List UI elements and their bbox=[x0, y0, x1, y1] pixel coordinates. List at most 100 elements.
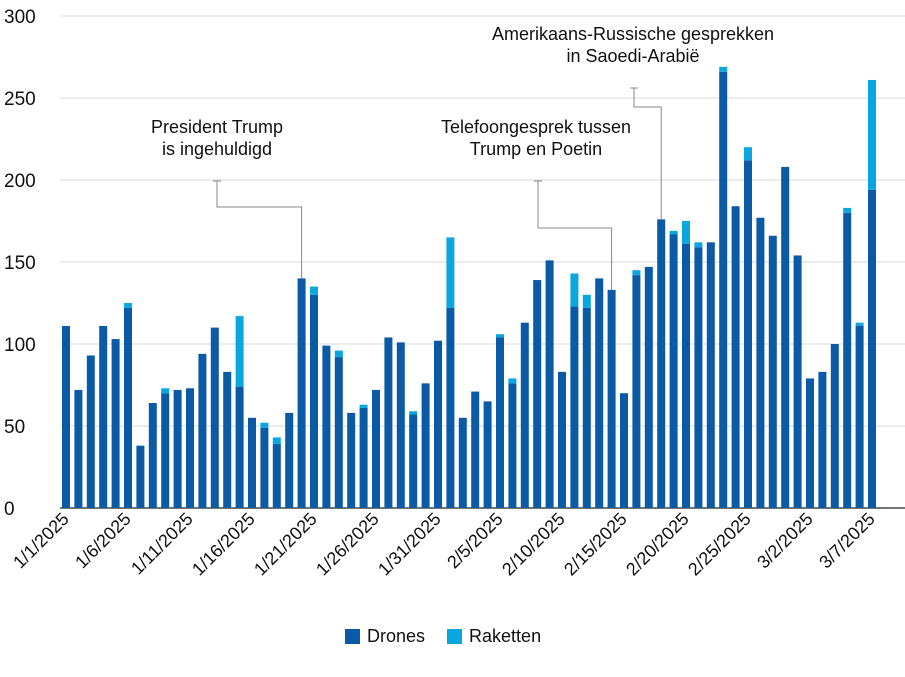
bar-drones bbox=[706, 242, 715, 508]
bar-raketten bbox=[843, 207, 852, 213]
bar-drones bbox=[669, 234, 678, 508]
x-tick-label: 2/5/2025 bbox=[443, 509, 507, 573]
bar-raketten bbox=[719, 66, 728, 72]
y-axis-ticks: 0 50 100 150 200 250 300 bbox=[4, 7, 36, 520]
bar-raketten bbox=[508, 378, 517, 384]
y-tick-label: 100 bbox=[4, 335, 36, 356]
bar-drones bbox=[198, 353, 207, 508]
bar-raketten bbox=[694, 242, 703, 248]
bar-drones bbox=[694, 247, 703, 509]
bar-raketten bbox=[334, 350, 343, 358]
bar-drones bbox=[322, 345, 331, 508]
bar-drones bbox=[260, 427, 269, 508]
bar-drones bbox=[595, 278, 604, 508]
bar-drones bbox=[558, 371, 566, 508]
x-tick-label: 2/10/2025 bbox=[498, 509, 569, 580]
bar-drones bbox=[632, 275, 641, 508]
bar-drones bbox=[781, 166, 790, 508]
bar-drones bbox=[359, 407, 368, 508]
bar-drones bbox=[99, 325, 108, 508]
bar-drones bbox=[124, 307, 132, 508]
bar-drones bbox=[508, 383, 517, 508]
bar-drones bbox=[620, 393, 628, 508]
bar-raketten bbox=[496, 334, 504, 338]
y-tick-label: 200 bbox=[4, 171, 36, 192]
annotation-text: Telefoongesprek tussen bbox=[441, 117, 631, 137]
bar-drones bbox=[396, 342, 405, 508]
bar-drones bbox=[223, 371, 232, 508]
bar-drones bbox=[62, 325, 70, 508]
bar-drones bbox=[545, 260, 554, 508]
x-tick-label: 1/1/2025 bbox=[9, 509, 73, 573]
bar-drones bbox=[347, 412, 356, 508]
bar-drones bbox=[235, 386, 244, 508]
legend-item-raketten: Raketten bbox=[447, 626, 541, 647]
bar-drones bbox=[148, 403, 157, 508]
bar-raketten bbox=[669, 230, 678, 235]
bar-drones bbox=[173, 389, 182, 508]
bar-drones bbox=[186, 388, 194, 508]
bars bbox=[62, 66, 876, 509]
bar-drones bbox=[409, 414, 418, 508]
legend-item-drones: Drones bbox=[345, 626, 425, 647]
annotation-text: Trump en Poetin bbox=[470, 139, 602, 159]
bar-raketten bbox=[868, 79, 876, 190]
bar-drones bbox=[496, 337, 504, 508]
bar-drones bbox=[161, 393, 170, 508]
annotation-text: is ingehuldigd bbox=[162, 139, 272, 159]
y-tick-label: 150 bbox=[4, 253, 36, 274]
x-tick-label: 1/31/2025 bbox=[374, 509, 445, 580]
bar-drones bbox=[297, 278, 306, 508]
legend-label-drones: Drones bbox=[367, 626, 426, 646]
bar-drones bbox=[582, 307, 591, 508]
legend-swatch-raketten bbox=[447, 629, 463, 644]
x-tick-label: 1/16/2025 bbox=[188, 509, 259, 580]
bar-drones bbox=[830, 344, 839, 508]
bar-drones bbox=[86, 355, 95, 508]
legend-label-raketten: Raketten bbox=[469, 626, 542, 646]
bar-drones bbox=[334, 357, 343, 508]
annotation-leader bbox=[216, 181, 303, 279]
bar-raketten bbox=[744, 147, 752, 161]
bar-drones bbox=[111, 339, 120, 508]
annotation-leader bbox=[633, 88, 662, 220]
bar-drones bbox=[384, 337, 393, 508]
bar-drones bbox=[248, 417, 256, 508]
bar-drones bbox=[483, 401, 492, 508]
bar-drones bbox=[421, 383, 430, 508]
x-tick-label: 2/25/2025 bbox=[684, 509, 755, 580]
legend-swatch-drones bbox=[345, 629, 360, 644]
bar-drones bbox=[285, 412, 294, 508]
x-tick-label: 1/11/2025 bbox=[127, 509, 197, 579]
x-tick-label: 1/6/2025 bbox=[71, 509, 135, 573]
x-tick-label: 1/26/2025 bbox=[312, 509, 383, 580]
bar-drones bbox=[744, 160, 752, 508]
bar-raketten bbox=[855, 322, 864, 326]
bar-drones bbox=[818, 371, 827, 508]
bar-drones bbox=[868, 189, 876, 508]
x-tick-label: 2/15/2025 bbox=[560, 509, 631, 580]
bar-drones bbox=[644, 266, 653, 508]
bar-drones bbox=[607, 289, 616, 508]
bar-raketten bbox=[632, 270, 641, 276]
bar-raketten bbox=[409, 411, 418, 415]
bar-drones bbox=[843, 212, 852, 509]
bar-drones bbox=[570, 306, 579, 508]
y-tick-label: 300 bbox=[4, 7, 36, 28]
bar-raketten bbox=[682, 221, 690, 244]
bar-drones bbox=[731, 206, 740, 509]
bar-raketten bbox=[161, 388, 170, 394]
annotation-text: Amerikaans-Russische gesprekken bbox=[492, 24, 774, 44]
bar-drones bbox=[471, 391, 480, 508]
bar-raketten bbox=[359, 404, 368, 408]
bar-drones bbox=[434, 340, 442, 508]
bar-raketten bbox=[124, 303, 132, 308]
chart: 0 50 100 150 200 250 300 1/1/20251/6/20251/11/… bbox=[4, 7, 905, 580]
bar-drones bbox=[793, 255, 802, 508]
bar-drones bbox=[855, 325, 864, 508]
bar-drones bbox=[682, 243, 690, 508]
bar-raketten bbox=[272, 437, 281, 445]
bar-drones bbox=[458, 417, 467, 508]
x-tick-label: 3/7/2025 bbox=[815, 509, 879, 573]
